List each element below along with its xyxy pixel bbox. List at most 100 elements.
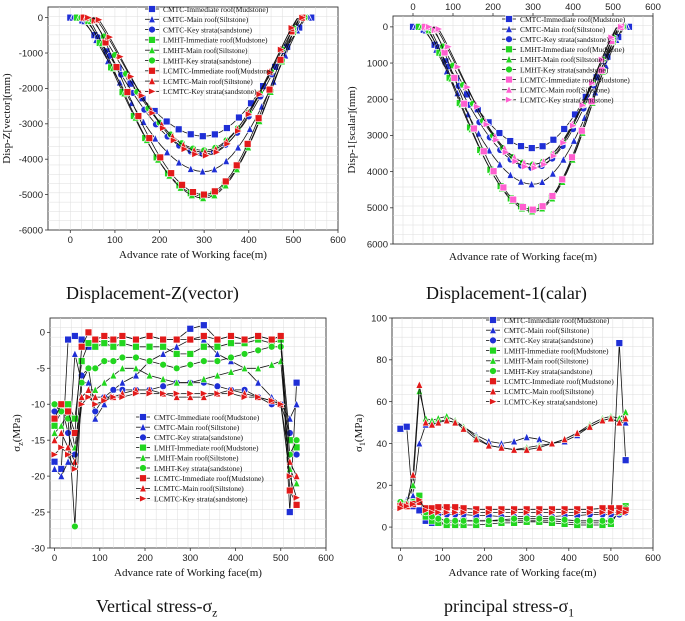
data-point-s9 — [434, 25, 444, 33]
data-point-s1 — [187, 130, 195, 138]
data-point-s2 — [246, 124, 254, 133]
legend-label: LMHT-Immediate roof(Mudstone) — [163, 36, 268, 45]
legend-marker — [139, 453, 147, 462]
legend-marker — [489, 336, 497, 345]
data-point-s4 — [200, 343, 208, 351]
data-point-s8 — [451, 417, 460, 427]
data-point-s9 — [234, 127, 243, 135]
legend-label: LMHT-Key strata(sandstone) — [163, 56, 252, 65]
legend-label: LMHT-Key strata(sandstone) — [154, 464, 243, 473]
data-point-s9 — [586, 508, 595, 517]
legend-label: LCMTC-Key strata(sandstone) — [520, 96, 614, 105]
data-point-s9 — [472, 508, 481, 517]
data-point-s9 — [425, 22, 434, 31]
data-point-s2 — [163, 147, 171, 156]
legend-marker — [148, 76, 156, 85]
data-point-s8 — [535, 442, 544, 452]
data-point-s9 — [95, 15, 104, 24]
y-tick-label: 0 — [38, 13, 43, 24]
data-point-s7 — [134, 112, 143, 120]
data-point-s7 — [470, 124, 478, 133]
x-tick-label: 400 — [228, 553, 244, 564]
legend-label: CMTC-Main roof(Siltstone) — [520, 25, 606, 34]
data-point-s9 — [615, 508, 625, 517]
data-point-s9 — [64, 450, 73, 459]
data-point-s9 — [607, 33, 617, 42]
data-point-s7 — [100, 332, 108, 340]
data-point-s9 — [621, 508, 631, 517]
data-point-s2 — [522, 432, 531, 441]
x-tick-label: 400 — [565, 2, 581, 13]
data-point-s2 — [100, 399, 109, 408]
x-tick-label: 300 — [182, 553, 198, 564]
data-point-s9 — [443, 508, 452, 517]
legend-marker — [489, 325, 497, 334]
legend-label: LMHT-Immediate roof(Mudstone) — [520, 45, 625, 54]
legend-label: CMTC-Key strata(sandstone) — [504, 336, 593, 345]
legend-label: CMTC-Main roof(Siltstone) — [163, 15, 249, 24]
legend-marker — [148, 56, 156, 65]
data-point-s2 — [57, 471, 66, 480]
data-point-s2 — [485, 145, 494, 155]
y-tick-label: 4000 — [367, 167, 388, 178]
data-point-s6 — [459, 517, 468, 525]
data-point-s7 — [276, 56, 285, 64]
data-point-s1 — [64, 335, 72, 344]
data-point-s6 — [472, 517, 480, 525]
data-point-s6 — [443, 517, 451, 525]
legend: CMTC-Immediate roof(Mudstone)CMTC-Main r… — [145, 5, 273, 96]
data-point-s9 — [444, 42, 453, 51]
data-point-s2 — [495, 159, 504, 169]
data-point-s7 — [172, 335, 181, 344]
data-point-s6 — [227, 353, 235, 362]
x-tick-label: 100 — [435, 553, 451, 564]
data-point-s7 — [178, 181, 186, 189]
data-point-s8 — [91, 392, 100, 401]
data-point-s8 — [621, 413, 630, 423]
data-point-s8 — [459, 424, 468, 433]
data-point-s5 — [172, 377, 181, 387]
data-point-s7 — [460, 99, 468, 108]
data-point-s6 — [132, 353, 140, 362]
legend-marker — [505, 54, 513, 64]
legend-label: LMHT-Immediate roof(Mudstone) — [154, 443, 259, 452]
data-point-s6 — [186, 361, 194, 369]
data-point-s4 — [213, 343, 222, 351]
data-point-s8 — [510, 445, 518, 454]
data-point-s8 — [497, 442, 506, 452]
data-point-s6 — [548, 515, 556, 523]
series-group — [66, 12, 315, 202]
legend-marker — [505, 45, 513, 54]
data-point-s9 — [403, 502, 412, 511]
data-point-s4 — [227, 339, 235, 347]
data-point-s7 — [71, 429, 79, 437]
legend-marker — [139, 413, 147, 421]
caption-displacement-z: Displacement-Z(vector) — [66, 283, 239, 303]
data-point-s5 — [199, 374, 208, 383]
data-point-s7 — [597, 66, 606, 75]
data-point-s2 — [198, 166, 207, 176]
data-point-s7 — [509, 195, 517, 204]
data-point-s7 — [587, 97, 596, 105]
data-point-s2 — [210, 164, 219, 174]
data-point-s7 — [538, 202, 547, 210]
data-point-s9 — [530, 164, 540, 172]
data-point-s9 — [598, 55, 607, 64]
data-point-s3 — [109, 386, 118, 394]
legend-label: CMTC-Immediate roof(Mudstone) — [504, 316, 610, 325]
legend-label: LCMTC-Main roof(Siltstone) — [163, 77, 253, 86]
data-point-s8 — [415, 380, 424, 389]
data-point-s9 — [598, 508, 608, 517]
data-point-s7 — [118, 332, 127, 340]
x-tick-label: 200 — [477, 553, 493, 564]
data-point-s9 — [421, 506, 431, 515]
x-tick-label: 500 — [273, 553, 289, 564]
data-point-s2 — [132, 370, 140, 380]
data-point-s4 — [71, 414, 79, 423]
data-point-s9 — [100, 396, 110, 405]
x-tick-label: 0 — [398, 553, 403, 564]
caption-principal-stress: principal stress-σ1 — [444, 596, 575, 620]
data-point-s9 — [497, 508, 507, 517]
y-tick-label: 0 — [383, 22, 388, 33]
data-point-s1 — [560, 125, 568, 133]
